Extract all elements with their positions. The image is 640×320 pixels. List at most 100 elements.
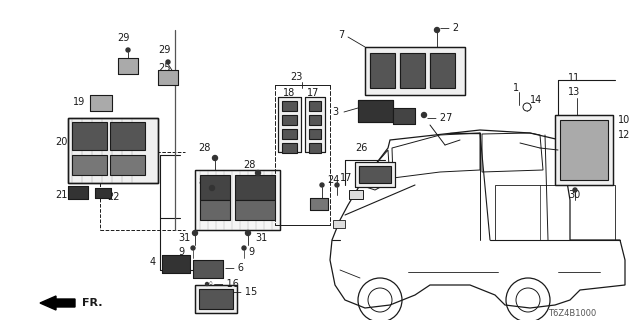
Circle shape <box>320 183 324 187</box>
Bar <box>282 143 297 153</box>
Circle shape <box>335 183 339 187</box>
Text: 9: 9 <box>248 247 254 257</box>
Text: 29: 29 <box>117 33 129 43</box>
Bar <box>400 53 425 88</box>
Text: 28: 28 <box>243 160 255 170</box>
Bar <box>355 162 395 187</box>
Bar <box>162 255 190 273</box>
Bar <box>68 186 88 199</box>
Bar <box>110 155 145 175</box>
Text: 17: 17 <box>307 88 319 98</box>
Bar <box>370 53 395 88</box>
Bar <box>365 47 465 95</box>
Bar <box>193 260 223 278</box>
Circle shape <box>193 230 198 236</box>
Text: 31: 31 <box>178 233 190 243</box>
Text: 23: 23 <box>290 72 302 82</box>
Text: ◦— 16: ◦— 16 <box>208 279 239 289</box>
Bar <box>310 198 328 210</box>
Bar <box>309 129 321 139</box>
Bar <box>90 95 112 111</box>
Text: 5: 5 <box>398 113 404 123</box>
Text: 11: 11 <box>568 73 580 83</box>
Text: — 6: — 6 <box>225 263 244 273</box>
Bar <box>358 100 393 122</box>
Circle shape <box>573 188 577 192</box>
Bar <box>555 115 613 185</box>
Circle shape <box>166 60 170 64</box>
Text: 8: 8 <box>198 177 204 187</box>
Bar <box>309 115 321 125</box>
Bar <box>68 186 88 199</box>
Bar <box>278 97 301 152</box>
Bar <box>358 100 393 122</box>
Bar <box>305 97 325 152</box>
Bar <box>365 47 465 95</box>
Text: — 27: — 27 <box>427 113 452 123</box>
Bar <box>349 190 363 199</box>
Bar <box>110 122 145 150</box>
Circle shape <box>212 156 218 161</box>
Text: 25: 25 <box>158 63 170 73</box>
Circle shape <box>242 246 246 250</box>
Circle shape <box>422 113 426 117</box>
Text: 30: 30 <box>568 190 580 200</box>
Bar <box>193 260 223 278</box>
Bar <box>560 120 608 180</box>
Bar <box>393 108 415 124</box>
Text: 21: 21 <box>55 190 67 200</box>
Circle shape <box>209 186 214 190</box>
Text: 14: 14 <box>530 95 542 105</box>
Circle shape <box>255 171 260 175</box>
Text: 10: 10 <box>618 115 630 125</box>
Bar <box>235 200 275 220</box>
Bar <box>95 188 111 198</box>
Bar <box>118 58 138 74</box>
Bar <box>195 285 237 313</box>
Bar <box>305 97 325 152</box>
Bar <box>68 118 158 183</box>
Bar <box>195 170 280 230</box>
Bar <box>158 70 178 85</box>
Bar <box>310 198 328 210</box>
Circle shape <box>191 246 195 250</box>
Bar <box>95 188 111 198</box>
Bar <box>90 95 112 111</box>
Bar <box>495 185 615 240</box>
Text: 7: 7 <box>338 30 344 40</box>
Text: 19: 19 <box>73 97 85 107</box>
FancyArrow shape <box>40 296 75 310</box>
Text: FR.: FR. <box>82 298 102 308</box>
Bar <box>309 101 321 111</box>
Bar <box>333 220 345 228</box>
Bar <box>72 122 107 150</box>
Bar <box>309 143 321 153</box>
Bar <box>355 162 395 187</box>
Text: — 2: — 2 <box>440 23 459 33</box>
Text: 13: 13 <box>568 87 580 97</box>
Bar <box>393 108 415 124</box>
Text: 29: 29 <box>158 45 170 55</box>
Circle shape <box>435 28 440 33</box>
Bar <box>200 200 230 220</box>
Text: 28: 28 <box>198 143 211 153</box>
Text: 24: 24 <box>327 175 339 185</box>
Bar <box>199 289 233 309</box>
Text: 9: 9 <box>178 247 184 257</box>
Text: 22: 22 <box>107 192 120 202</box>
Bar <box>282 115 297 125</box>
Circle shape <box>205 283 209 285</box>
Bar <box>430 53 455 88</box>
Bar <box>235 175 275 200</box>
Text: — 15: — 15 <box>232 287 257 297</box>
Bar <box>158 70 178 85</box>
Text: 1: 1 <box>513 83 519 93</box>
Bar <box>359 166 391 183</box>
Bar <box>195 170 280 230</box>
Bar <box>282 129 297 139</box>
Bar <box>278 97 301 152</box>
Bar <box>118 58 138 74</box>
Text: 26: 26 <box>355 143 367 153</box>
Text: 20: 20 <box>55 137 67 147</box>
Bar <box>72 155 107 175</box>
